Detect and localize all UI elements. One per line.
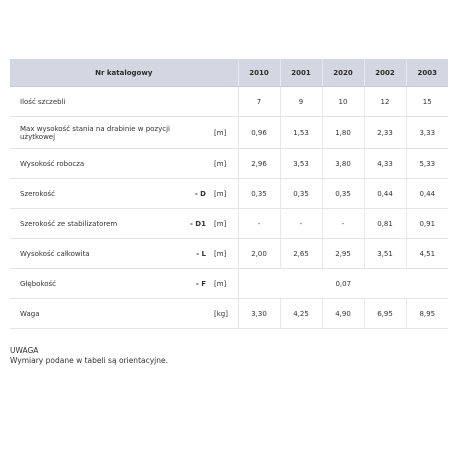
model-header: 2020: [321, 59, 365, 87]
model-header: 2003: [405, 59, 449, 87]
row-name: Wysokość robocza: [10, 148, 178, 179]
row-unit: [m]: [212, 116, 239, 149]
row-code: [178, 298, 212, 329]
row-value: -: [279, 208, 323, 239]
row-value: 0,91: [405, 208, 449, 239]
row-value: 2,96: [237, 148, 281, 179]
row-value: 0,81: [363, 208, 407, 239]
row-name: Szerokość ze stabilizatorem: [10, 208, 178, 239]
merged-value: 0,07: [238, 268, 449, 299]
row-value: 0,44: [363, 178, 407, 209]
model-header: 2001: [279, 59, 323, 87]
row-code: - F: [178, 268, 212, 299]
row-value: 12: [363, 86, 407, 117]
row-value: 7: [237, 86, 281, 117]
row-value: 1,53: [279, 116, 323, 149]
row-code: [178, 86, 212, 117]
note-text: Wymiary podane w tabeli są orientacyjne.: [10, 356, 168, 365]
row-unit: [m]: [212, 178, 239, 209]
row-value: 2,00: [237, 238, 281, 269]
row-name: Szerokość: [10, 178, 178, 209]
row-name: Ilość szczebli: [10, 86, 178, 117]
row-value: 3,33: [405, 116, 449, 149]
note: UWAGA Wymiary podane w tabeli są orienta…: [10, 346, 168, 366]
model-header: 2010: [237, 59, 281, 87]
row-value: 4,90: [321, 298, 365, 329]
table-row: Szerokość ze stabilizatorem - D1 [m] - -…: [10, 208, 449, 239]
table-row: Waga [kg] 3,30 4,25 4,90 6,95 8,95: [10, 298, 449, 329]
table-row: Wysokość całkowita - L [m] 2,00 2,65 2,9…: [10, 238, 449, 269]
row-value: 4,51: [405, 238, 449, 269]
row-value: 0,35: [279, 178, 323, 209]
row-value: 2,33: [363, 116, 407, 149]
table-row: Max wysokość stania na drabinie w pozycj…: [10, 116, 449, 149]
row-value: 0,96: [237, 116, 281, 149]
model-header: 2002: [363, 59, 407, 87]
row-code: - D1: [178, 208, 212, 239]
row-value: 6,95: [363, 298, 407, 329]
row-value: -: [321, 208, 365, 239]
row-value: 3,80: [321, 148, 365, 179]
table-body: Ilość szczebli 7 9 10 12 15 Max wysokość…: [10, 86, 449, 329]
row-value: 15: [405, 86, 449, 117]
row-code: - D: [178, 178, 212, 209]
row-value: 4,33: [363, 148, 407, 179]
row-value: 2,95: [321, 238, 365, 269]
row-code: [178, 148, 212, 179]
row-value: 0,35: [237, 178, 281, 209]
row-value: 0,35: [321, 178, 365, 209]
table-row: Głębokość - F [m] 0,07: [10, 268, 449, 299]
row-name: Wysokość całkowita: [10, 238, 178, 269]
row-value: 3,53: [279, 148, 323, 179]
table-row: Wysokość robocza [m] 2,96 3,53 3,80 4,33…: [10, 148, 449, 179]
note-title: UWAGA: [10, 346, 39, 355]
catalog-number-header: Nr katalogowy: [10, 59, 239, 87]
row-code: - L: [178, 238, 212, 269]
row-value: 5,33: [405, 148, 449, 179]
row-value: 3,30: [237, 298, 281, 329]
table-header-row: Nr katalogowy 2010 2001 2020 2002 2003: [10, 59, 449, 87]
row-unit: [m]: [212, 148, 239, 179]
row-value: 2,65: [279, 238, 323, 269]
row-value: -: [237, 208, 281, 239]
row-name: Max wysokość stania na drabinie w pozycj…: [10, 116, 178, 149]
row-value: 9: [279, 86, 323, 117]
row-value: 10: [321, 86, 365, 117]
row-value: 3,51: [363, 238, 407, 269]
row-value: 1,80: [321, 116, 365, 149]
row-unit: [212, 86, 239, 117]
row-value: 8,95: [405, 298, 449, 329]
spec-table: Nr katalogowy 2010 2001 2020 2002 2003 I…: [10, 59, 449, 329]
row-unit: [m]: [212, 268, 239, 299]
row-value: 0,44: [405, 178, 449, 209]
row-value: 4,25: [279, 298, 323, 329]
row-unit: [kg]: [212, 298, 239, 329]
row-code: [178, 116, 212, 149]
row-unit: [m]: [212, 238, 239, 269]
row-name: Głębokość: [10, 268, 178, 299]
table-row: Szerokość - D [m] 0,35 0,35 0,35 0,44 0,…: [10, 178, 449, 209]
row-unit: [m]: [212, 208, 239, 239]
row-name: Waga: [10, 298, 178, 329]
table-row: Ilość szczebli 7 9 10 12 15: [10, 86, 449, 117]
